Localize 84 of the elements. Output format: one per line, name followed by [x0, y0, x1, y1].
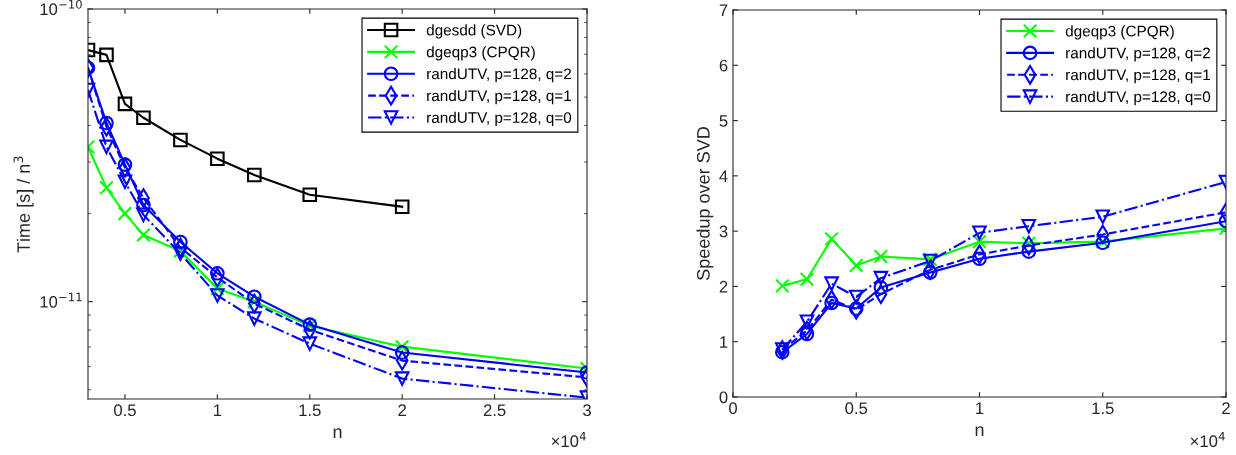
legend-label: dgeqp3 (CPQR): [426, 46, 535, 61]
x-tick-label: 2.5: [483, 404, 506, 417]
y-tick-label: 0: [719, 391, 728, 404]
legend-label: randUTV, p=128, q=2: [427, 68, 571, 83]
point: [210, 281, 225, 296]
point: [247, 167, 262, 183]
point: [173, 132, 188, 148]
point: [302, 187, 318, 202]
point: [799, 271, 815, 287]
point: [848, 258, 864, 273]
x-tick-label: 2: [1222, 402, 1230, 414]
legend-label: randUTV, p=128, q=1: [427, 89, 571, 105]
point: [394, 345, 410, 360]
x-tick-label: 1: [976, 402, 984, 414]
point: [848, 301, 864, 316]
point: [848, 289, 864, 305]
point: [136, 207, 151, 223]
y-tick-label: 4: [719, 170, 728, 182]
point: [972, 225, 987, 241]
point: [247, 294, 262, 309]
y-tick-label: 5: [719, 115, 728, 127]
y-tick-label: 2: [719, 280, 728, 293]
point: [210, 151, 225, 166]
point: [210, 266, 225, 281]
point: [136, 110, 151, 126]
point: [775, 278, 790, 294]
point: [394, 339, 410, 354]
legend-label: randUTV, p=128, q=1: [1066, 69, 1210, 84]
point: [99, 115, 114, 131]
text: ×10$^{4}$: [551, 431, 586, 448]
point: [173, 234, 188, 250]
point: [117, 174, 133, 189]
legend-label: dgesdd (SVD): [426, 24, 522, 39]
point: [136, 227, 151, 243]
point: [302, 336, 318, 351]
x-tick-label: 0.5: [845, 402, 868, 415]
point: [99, 180, 114, 196]
point: [210, 288, 225, 303]
point: [824, 276, 839, 291]
y-tick-label: 1: [720, 336, 728, 348]
x-tick-label: 3: [583, 404, 591, 417]
point: [873, 249, 889, 264]
point: [824, 231, 839, 247]
y-tick-label: 6: [719, 59, 728, 72]
y-tick-label: 7: [719, 4, 728, 17]
point: [117, 206, 133, 221]
x-tick-label: 1: [214, 404, 222, 416]
point: [1021, 244, 1037, 259]
point: [136, 197, 151, 213]
point: [117, 96, 133, 112]
legend-label: randUTV, p=128, q=0: [427, 111, 572, 127]
y-axis-title: Time [s] / n$^{3}$: [13, 156, 34, 253]
legend-label: randUTV, p=128, q=0: [1066, 90, 1211, 106]
point: [799, 314, 815, 330]
x-axis-title: n: [975, 426, 984, 437]
x-tick-label: 0: [729, 402, 737, 415]
point: [99, 139, 114, 155]
x-tick-label: 0.5: [114, 404, 136, 417]
point: [972, 234, 987, 249]
x-tick-label: 1.5: [1092, 402, 1114, 415]
point: [873, 280, 889, 295]
point: [922, 265, 938, 280]
point: [117, 157, 133, 172]
y-tick-label: 10$^{−11}$: [40, 292, 82, 308]
legend-label: randUTV, p=128, q=2: [1066, 47, 1210, 62]
y-tick-label: 10$^{−10}$: [40, 0, 82, 16]
point: [873, 270, 889, 286]
y-tick-label: 3: [719, 225, 728, 238]
y-axis-title: Speedup over SVD: [696, 127, 714, 280]
point: [1095, 209, 1111, 225]
point: [394, 199, 410, 215]
point: [824, 295, 839, 311]
x-tick-label: 2: [398, 404, 406, 416]
point: [1021, 218, 1037, 234]
point: [394, 371, 410, 386]
point: [247, 289, 262, 304]
point: [799, 326, 815, 342]
x-axis-title: n: [333, 428, 342, 439]
x-tick-label: 1.5: [299, 404, 321, 417]
point: [972, 251, 987, 267]
point: [247, 311, 262, 326]
point: [99, 47, 114, 63]
legend-label: dgeqp3 (CPQR): [1065, 25, 1174, 40]
text: ×10$^{4}$: [1190, 431, 1225, 448]
